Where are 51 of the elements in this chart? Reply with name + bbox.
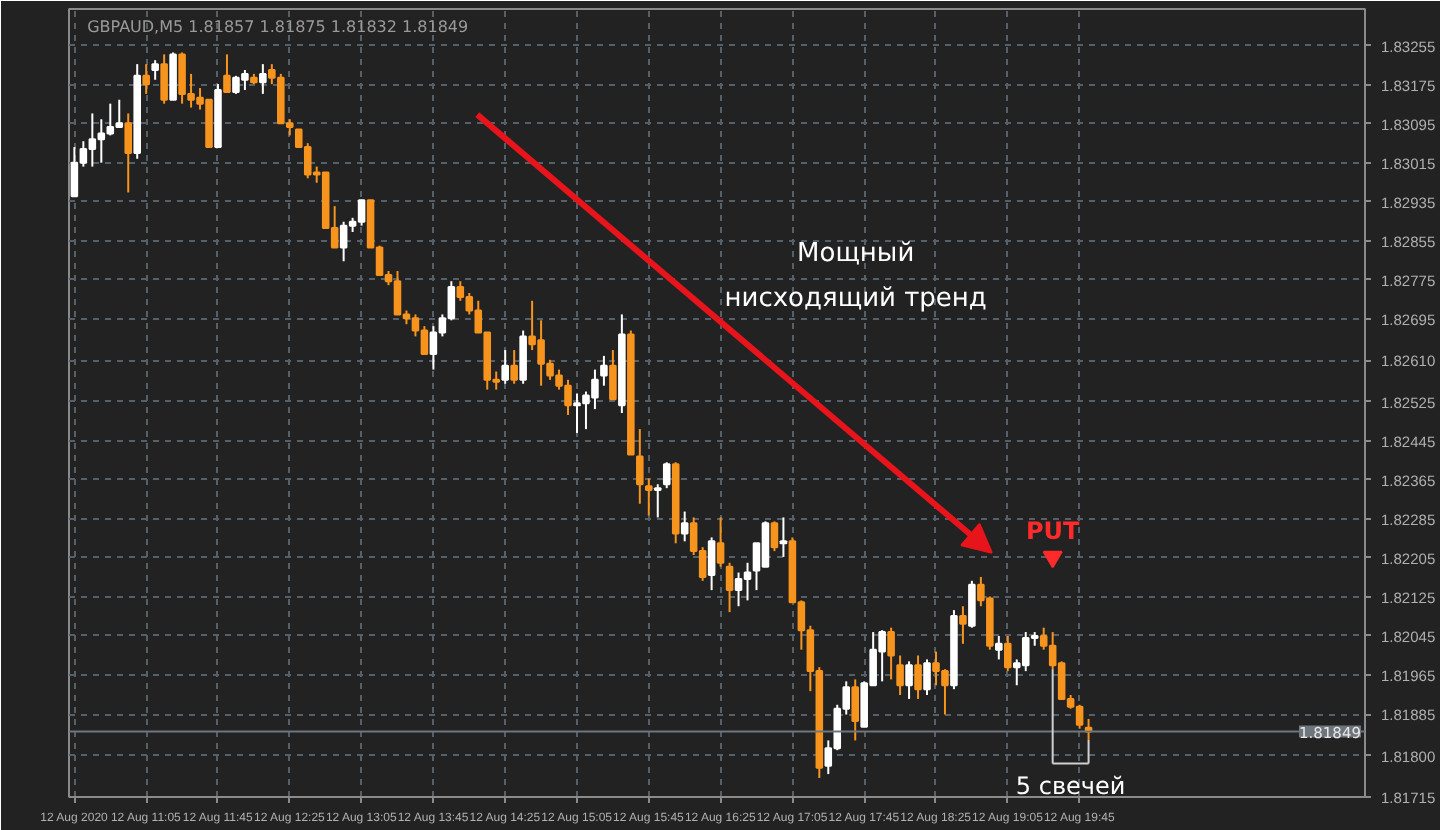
candlestick (716, 516, 725, 568)
candlestick (223, 53, 231, 93)
candlestick (510, 349, 518, 385)
candlestick (680, 510, 689, 543)
candlestick (142, 63, 150, 95)
candlestick (501, 349, 509, 385)
candlestick (160, 53, 168, 105)
candlestick (420, 325, 429, 355)
candlestick (151, 59, 159, 81)
candlestick (743, 561, 752, 602)
candlestick (905, 660, 913, 700)
candlestick (609, 349, 617, 401)
candlestick (779, 516, 788, 558)
candlestick (1075, 703, 1084, 730)
candlestick (70, 146, 79, 198)
annotation: 5 свечей (1015, 771, 1126, 800)
candlestick (914, 654, 922, 700)
candlestick (124, 112, 133, 194)
candlestick (995, 634, 1003, 661)
annotation: Мощный нисходящий тренд (724, 239, 987, 315)
candlestick (339, 220, 348, 263)
candlestick (393, 270, 402, 316)
annotation: GBPAUD,M5 1.81857 1.81875 1.81832 1.81849 (87, 18, 469, 37)
candlestick (259, 63, 267, 95)
candlestick (645, 477, 653, 517)
candlestick (887, 626, 895, 681)
candlestick (725, 561, 734, 614)
candlestick (896, 654, 904, 697)
candlestick (1021, 631, 1030, 673)
candlestick (761, 520, 770, 568)
candlestick (519, 329, 527, 385)
candlestick (653, 483, 662, 519)
candlestick (959, 605, 967, 645)
candlestick (357, 198, 366, 227)
candlestick (662, 461, 671, 490)
candlestick (968, 579, 976, 629)
candlestick (851, 678, 859, 742)
candlestick (770, 520, 779, 553)
annotation: PUT (1025, 516, 1082, 545)
candlestick (734, 571, 743, 608)
candlestick (636, 428, 644, 505)
candlestick (88, 112, 97, 168)
candlestick (707, 536, 716, 592)
candlestick (923, 658, 931, 697)
candlestick (429, 325, 438, 371)
candlestick (97, 118, 106, 164)
candlestick (106, 102, 115, 137)
candlestick (600, 354, 608, 387)
candlestick (115, 98, 124, 129)
candlestick (169, 51, 177, 101)
candlestick (1004, 634, 1012, 673)
